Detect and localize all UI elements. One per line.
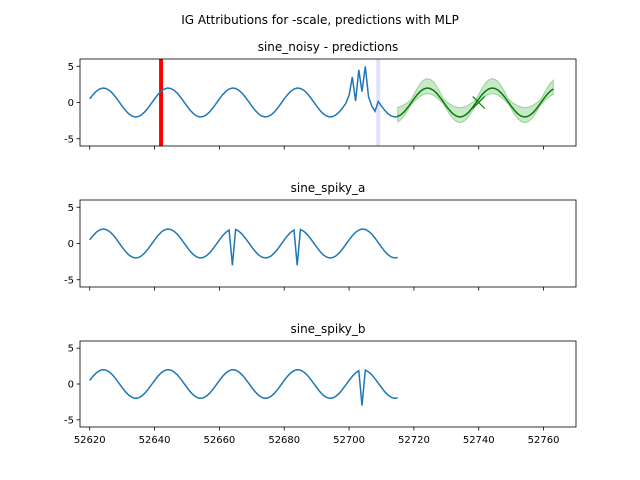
panel-title: sine_spiky_b: [290, 322, 365, 336]
panels: sine_noisy - predictions-505sine_spiky_a…: [64, 40, 577, 446]
series-line: [89, 368, 398, 406]
panel-title: sine_noisy - predictions: [258, 40, 399, 54]
panel-1: sine_noisy - predictions -5 0 5: [64, 40, 577, 150]
x-tick-label: 52760: [528, 435, 560, 446]
y-tick-label: 5: [68, 203, 74, 214]
panel-3: sine_spiky_b -5 0 5 52620 52640 52660 52680 5270…: [64, 322, 577, 446]
x-tick-label: 52620: [74, 435, 106, 446]
panel-frame: [79, 340, 577, 428]
y-tick-label: -5: [64, 415, 74, 426]
y-tick-label: -5: [64, 134, 74, 145]
panel-plot-area: [89, 228, 398, 266]
panel-2: sine_spiky_a -5 0 5: [64, 181, 577, 291]
y-tick-label: 5: [68, 344, 74, 355]
y-tick-label: 5: [68, 62, 74, 73]
series-line: [89, 228, 398, 266]
panel-frame: [79, 58, 577, 147]
x-tick-label: 52660: [203, 435, 235, 446]
prediction-line: [397, 87, 554, 118]
x-tick-label: 52700: [333, 435, 365, 446]
panel-frame: [79, 199, 577, 288]
panel-plot-area: [89, 368, 398, 406]
x-tick-label: 52720: [398, 435, 430, 446]
y-tick-label: 0: [68, 98, 74, 109]
y-tick-label: -5: [64, 275, 74, 286]
x-tick-label: 52680: [268, 435, 300, 446]
x-tick-label: 52740: [463, 435, 495, 446]
y-tick-label: 0: [68, 380, 74, 391]
prediction-band: [397, 78, 554, 124]
panel-title: sine_spiky_a: [291, 181, 366, 195]
figure-suptitle: IG Attributions for -scale, predictions …: [181, 13, 459, 27]
series-line: [89, 66, 398, 118]
x-tick-label: 52640: [139, 435, 171, 446]
panel-plot-area: [89, 59, 554, 146]
y-tick-label: 0: [68, 239, 74, 250]
prediction-cross-marker: [472, 96, 486, 109]
